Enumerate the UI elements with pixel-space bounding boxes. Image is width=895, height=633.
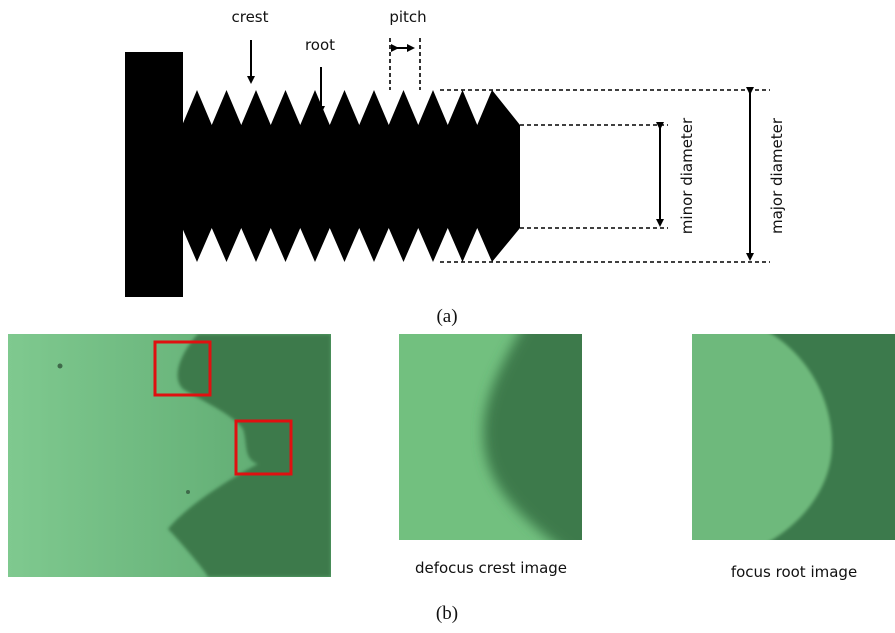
label-pitch: pitch <box>389 8 426 26</box>
caption-root: focus root image <box>731 563 857 581</box>
caption-b: (b) <box>436 603 458 624</box>
bolt <box>125 52 520 297</box>
caption-a: (a) <box>436 306 457 327</box>
label-major: major diameter <box>768 117 786 234</box>
thread <box>182 90 520 262</box>
label-crest: crest <box>231 8 268 26</box>
label-root: root <box>305 36 335 54</box>
photo-full <box>8 334 331 577</box>
photo-root <box>682 324 895 550</box>
label-minor: minor diameter <box>678 117 696 234</box>
bolt-head <box>125 52 183 297</box>
photo-crest <box>399 314 619 564</box>
figure: crest root pitch minor diameter major di… <box>0 0 895 633</box>
caption-crest: defocus crest image <box>415 559 567 577</box>
